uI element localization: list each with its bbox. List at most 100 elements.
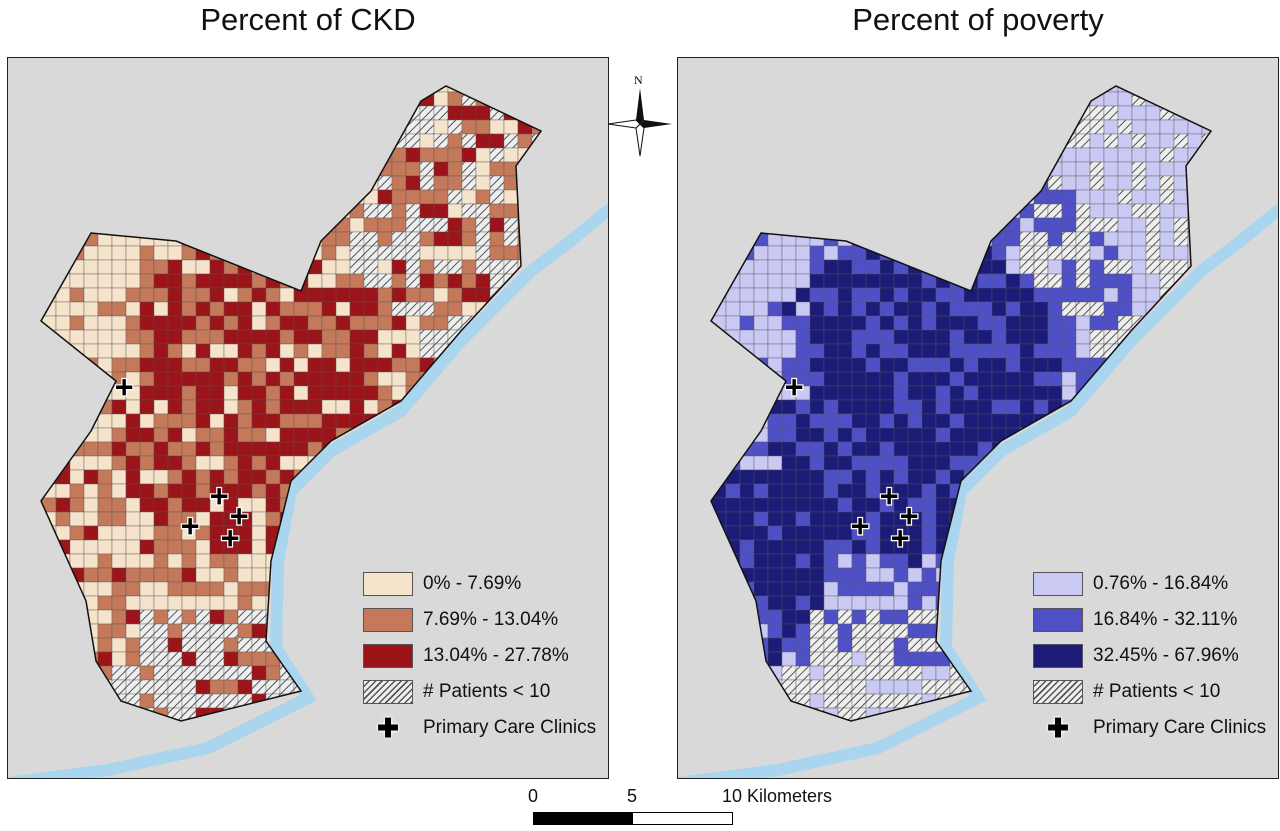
census-tract [69, 525, 85, 541]
census-tract [335, 413, 351, 429]
census-tract [823, 399, 839, 415]
census-tract [1019, 189, 1035, 205]
census-tract [1061, 455, 1077, 471]
census-tract [1131, 399, 1147, 415]
census-tract [1216, 92, 1230, 106]
census-tract [1201, 91, 1211, 107]
census-tract [111, 217, 127, 233]
census-tract [949, 133, 965, 149]
census-tract [739, 273, 755, 289]
census-tract [111, 497, 127, 513]
census-tract [851, 119, 867, 135]
census-tract [223, 441, 239, 457]
census-tract [461, 469, 477, 485]
census-tract [83, 637, 99, 653]
census-tract [921, 665, 937, 681]
census-tract [237, 217, 253, 233]
census-tract [475, 511, 491, 527]
census-tract [1061, 273, 1077, 289]
census-tract [767, 539, 783, 555]
census-tract [921, 399, 937, 415]
census-tract [1187, 483, 1203, 499]
census-tract [1187, 357, 1203, 373]
census-tract [139, 161, 155, 177]
census-tract [223, 581, 239, 597]
census-tract [167, 189, 183, 205]
census-tract [837, 147, 853, 163]
census-tract [711, 609, 713, 625]
census-tract [935, 189, 951, 205]
census-tract [753, 707, 769, 721]
census-tract [195, 259, 211, 275]
census-tract [823, 119, 839, 135]
census-tract [879, 371, 895, 387]
census-tract [879, 427, 895, 443]
census-tract [195, 427, 211, 443]
census-tract [349, 301, 365, 317]
census-tract [167, 357, 183, 373]
census-tract [321, 315, 337, 331]
census-tract [1131, 133, 1147, 149]
census-tract [349, 679, 365, 695]
census-tract [753, 371, 769, 387]
census-tract [739, 189, 755, 205]
census-tract [977, 301, 993, 317]
census-tract [111, 161, 127, 177]
census-tract [1019, 609, 1035, 625]
census-tract [879, 469, 895, 485]
census-tract [97, 609, 113, 625]
census-tract [41, 413, 57, 429]
census-tract [293, 595, 309, 611]
census-tract [1047, 357, 1063, 373]
census-tract [809, 525, 825, 541]
census-tract [726, 722, 740, 736]
census-tract [1145, 287, 1161, 303]
census-tract [167, 469, 183, 485]
census-tract [879, 273, 895, 289]
census-tract [809, 637, 825, 653]
census-tract [153, 217, 169, 233]
census-tract [55, 497, 71, 513]
census-tract [1019, 539, 1035, 555]
census-tract [1047, 133, 1063, 149]
census-tract [195, 133, 211, 149]
census-tract [377, 287, 393, 303]
census-tract [907, 133, 923, 149]
census-tract [809, 343, 825, 359]
census-tract [963, 581, 979, 597]
census-tract [781, 86, 797, 93]
census-tract [865, 147, 881, 163]
census-tract [907, 86, 923, 93]
census-tract [475, 413, 491, 429]
census-tract [517, 189, 533, 205]
census-tract [195, 91, 211, 107]
census-tract [711, 105, 713, 121]
census-tract [321, 581, 337, 597]
census-tract [893, 86, 909, 93]
census-tract [209, 273, 225, 289]
census-tract [433, 86, 449, 93]
census-tract [97, 595, 113, 611]
census-tract [125, 133, 141, 149]
census-tract [1159, 371, 1175, 387]
census-tract [851, 287, 867, 303]
census-tract [139, 539, 155, 555]
census-tract [809, 679, 825, 695]
census-tract [753, 245, 769, 261]
census-tract [865, 483, 881, 499]
census-tract [935, 119, 951, 135]
census-tract [209, 175, 225, 191]
census-tract [907, 189, 923, 205]
census-tract [69, 553, 85, 569]
census-tract [546, 330, 560, 344]
census-tract [809, 91, 825, 107]
census-tract [921, 511, 937, 527]
census-tract [237, 105, 253, 121]
census-tract [363, 511, 379, 527]
census-tract [1061, 231, 1077, 247]
census-tract [767, 119, 783, 135]
census-tract [41, 665, 57, 681]
census-tract [907, 147, 923, 163]
census-tract [963, 259, 979, 275]
census-tract [153, 371, 169, 387]
